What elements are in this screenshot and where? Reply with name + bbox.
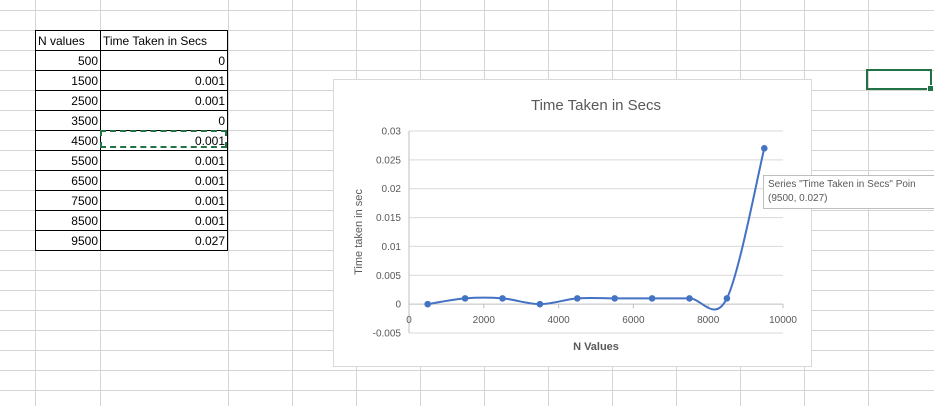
tooltip-point: (9500, 0.027) (768, 193, 828, 204)
y-tick-label: 0.025 (376, 155, 401, 166)
table-row: 7500 0.001 (35, 190, 228, 211)
x-axis-title: N Values (573, 341, 619, 353)
y-tick-label: 0.03 (382, 127, 402, 138)
table-row: 5500 0.001 (35, 150, 228, 171)
y-tick-label: 0.015 (376, 213, 401, 224)
table-row: 4500 0.001 (35, 130, 228, 151)
x-tick-label: 0 (406, 315, 412, 326)
cell-n-value[interactable]: 5500 (35, 150, 101, 171)
cell-time-value[interactable]: 0.001 (100, 210, 228, 231)
data-point[interactable] (611, 295, 618, 302)
cell-time-value[interactable]: 0.001 (100, 170, 228, 191)
chart-svg: Time Taken in Secs -0.005 0 0.005 0.01 0.015 0… (353, 97, 797, 353)
chart-area[interactable]: Time Taken in Secs -0.005 0 0.005 0.01 0.015 0… (333, 79, 812, 367)
cell-time-value[interactable]: 0.001 (100, 130, 228, 151)
data-point[interactable] (499, 295, 506, 302)
y-tick-label: 0.005 (376, 271, 401, 282)
table-row: 6500 0.001 (35, 170, 228, 191)
cell-n-value[interactable]: 9500 (35, 230, 101, 251)
y-axis-title: Time taken in sec (353, 189, 365, 275)
cell-n-value[interactable]: 6500 (35, 170, 101, 191)
cell-n-value[interactable]: 2500 (35, 90, 101, 111)
x-tick-label: 6000 (622, 315, 645, 326)
chart-tooltip: Series "Time Taken in Secs" Poin (9500, … (763, 175, 934, 209)
table-row: 500 0 (35, 50, 228, 71)
cell-time-value[interactable]: 0.001 (100, 190, 228, 211)
table-row: 1500 0.001 (35, 70, 228, 91)
header-n-values[interactable]: N values (35, 30, 101, 51)
table-row: 9500 0.027 (35, 230, 228, 251)
data-point[interactable] (536, 300, 544, 308)
data-point[interactable] (761, 145, 768, 152)
data-point[interactable] (461, 295, 469, 302)
data-table: N values Time Taken in Secs 500 0 1500 0.001 2… (35, 30, 228, 251)
x-tick-label: 8000 (697, 315, 720, 326)
cell-n-value[interactable]: 7500 (35, 190, 101, 211)
chart-title: Time Taken in Secs (531, 97, 661, 114)
cell-time-value[interactable]: 0 (100, 110, 228, 131)
y-tick-label: 0.01 (382, 242, 402, 253)
y-tick-label: 0.02 (382, 184, 402, 195)
data-point[interactable] (424, 300, 431, 308)
x-tick-label: 4000 (547, 315, 570, 326)
selected-cell[interactable] (866, 69, 934, 92)
cell-n-value[interactable]: 1500 (35, 70, 101, 91)
data-point[interactable] (723, 295, 731, 302)
tooltip-series: Series "Time Taken in Secs" Poin (768, 179, 916, 190)
data-point[interactable] (574, 295, 581, 302)
x-tick-label: 2000 (473, 315, 496, 326)
cell-time-value[interactable]: 0.027 (100, 230, 228, 251)
series-line[interactable] (427, 148, 766, 311)
table-row: 8500 0.001 (35, 210, 228, 231)
cell-time-value[interactable]: 0.001 (100, 90, 228, 111)
cell-time-value[interactable]: 0.001 (100, 70, 228, 91)
table-row: 2500 0.001 (35, 90, 228, 111)
y-tick-label: 0 (395, 300, 401, 311)
header-time-taken[interactable]: Time Taken in Secs (100, 30, 228, 51)
cell-n-value[interactable]: 4500 (35, 130, 101, 151)
cell-time-value[interactable]: 0.001 (100, 150, 228, 171)
cell-n-value[interactable]: 500 (35, 50, 101, 71)
cell-time-value[interactable]: 0 (100, 50, 228, 71)
x-tick-label: 10000 (769, 315, 797, 326)
table-row: 3500 0 (35, 110, 228, 131)
data-point[interactable] (686, 295, 693, 302)
cell-n-value[interactable]: 3500 (35, 110, 101, 131)
data-point[interactable] (648, 295, 656, 302)
cell-n-value[interactable]: 8500 (35, 210, 101, 231)
y-tick-label: -0.005 (373, 329, 402, 340)
table-header-row: N values Time Taken in Secs (35, 30, 228, 51)
